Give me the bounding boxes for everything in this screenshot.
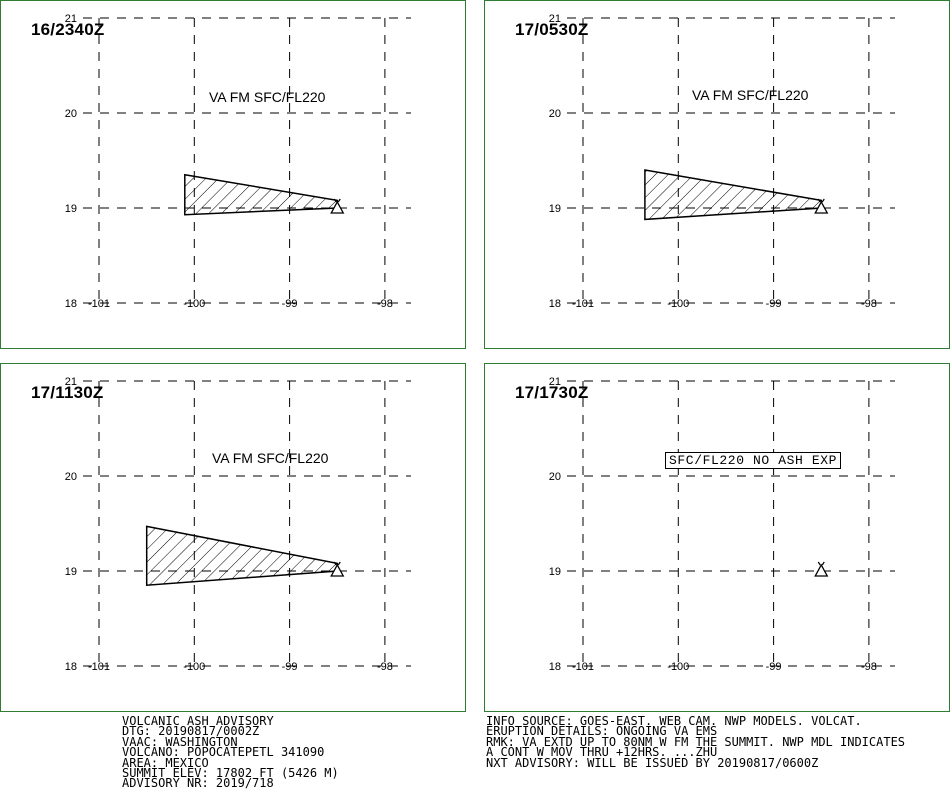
longitude-tick-label: -101 <box>88 298 110 310</box>
longitude-tick-label: -100 <box>183 661 205 673</box>
map-chart: -101 -100 -99 -98 21 20 19 18 <box>549 376 895 673</box>
ash-cloud-polygon <box>644 169 823 221</box>
longitude-tick-label: -99 <box>766 298 782 310</box>
latitude-tick-label: 20 <box>549 471 561 483</box>
advisory-vaac: VAAC: WASHINGTON <box>122 734 238 749</box>
longitude-tick-label: -98 <box>377 298 393 310</box>
advisory-dtg: DTG: 20190817/0002Z <box>122 724 260 739</box>
ash-layer-label: VA FM SFC/FL220 <box>209 89 326 105</box>
forecast-panel-4: -101 -100 -99 -98 21 20 19 18 17/1730Z SFC/FL22… <box>484 363 950 712</box>
ash-cloud-polygon <box>184 173 339 216</box>
map-chart: -101 -100 -99 -98 21 20 19 18 <box>549 13 895 310</box>
volcano-icon <box>814 198 829 214</box>
remarks-continued: A CONT W MOV THRU +12HRS. ...ZHU <box>486 745 718 760</box>
map-chart: -101 -100 -99 -98 21 20 19 18 <box>65 376 411 673</box>
longitude-tick-label: -101 <box>572 298 594 310</box>
forecast-panel-1: -101 -100 -99 -98 21 20 19 18 16/2340Z VA FM SF… <box>0 0 466 349</box>
longitude-tick-label: -100 <box>667 298 689 310</box>
no-ash-label: SFC/FL220 NO ASH EXP <box>665 452 842 469</box>
latitude-tick-label: 20 <box>549 108 561 120</box>
advisory-header: VOLCANIC ASH ADVISORY DTG: 20190817/0002Z… <box>122 714 339 791</box>
volcano-icon <box>330 561 345 577</box>
latitude-tick-label: 20 <box>65 108 77 120</box>
latitude-tick-label: 21 <box>549 13 561 25</box>
latitude-tick-label: 21 <box>65 376 77 388</box>
longitude-tick-label: -98 <box>861 661 877 673</box>
ash-layer-label: VA FM SFC/FL220 <box>692 87 809 103</box>
longitude-tick-label: -99 <box>282 661 298 673</box>
advisory-number: ADVISORY NR: 2019/718 <box>122 776 274 791</box>
forecast-panel-2: -101 -100 -99 -98 21 20 19 18 17/0530Z VA FM SF… <box>484 0 950 349</box>
longitude-tick-label: -98 <box>861 298 877 310</box>
panel-time: 17/1130Z <box>31 383 104 402</box>
advisory-summit-elev: SUMMIT ELEV: 17802 FT (5426 M) <box>122 766 339 781</box>
ash-layer-label: VA FM SFC/FL220 <box>212 450 329 466</box>
volcano-icon <box>814 561 829 577</box>
latitude-tick-label: 20 <box>65 471 77 483</box>
latitude-tick-label: 21 <box>65 13 77 25</box>
longitude-tick-label: -99 <box>282 298 298 310</box>
advisory-volcano: VOLCANO: POPOCATEPETL 341090 <box>122 745 325 760</box>
longitude-tick-label: -99 <box>766 661 782 673</box>
eruption-details: ERUPTION DETAILS: ONGOING VA EMS <box>486 724 718 739</box>
remarks: RMK: VA EXTD UP TO 80NM W FM THE SUMMIT.… <box>486 734 906 749</box>
map-chart: -101 -100 -99 -98 21 20 19 18 <box>65 13 411 310</box>
volcano-icon <box>330 198 345 214</box>
info-source: INFO SOURCE: GOES-EAST. WEB CAM. NWP MOD… <box>486 714 862 728</box>
ash-cloud-polygon <box>145 525 339 587</box>
longitude-tick-label: -101 <box>572 661 594 673</box>
latitude-tick-label: 19 <box>549 566 561 578</box>
longitude-tick-label: -98 <box>377 661 393 673</box>
advisory-area: AREA: MEXICO <box>122 755 209 770</box>
latitude-tick-label: 18 <box>65 298 77 310</box>
longitude-tick-label: -100 <box>667 661 689 673</box>
latitude-tick-label: 18 <box>549 298 561 310</box>
panel-time: 17/0530Z <box>515 20 589 39</box>
advisory-info: INFO SOURCE: GOES-EAST. WEB CAM. NWP MOD… <box>486 714 906 770</box>
longitude-tick-label: -100 <box>183 298 205 310</box>
latitude-tick-label: 18 <box>65 661 77 673</box>
latitude-tick-label: 21 <box>549 376 561 388</box>
panel-time: 17/1730Z <box>515 383 589 402</box>
forecast-panel-3: -101 -100 -99 -98 21 20 19 18 17/1130Z VA FM SF… <box>0 363 466 712</box>
latitude-tick-label: 19 <box>65 203 77 215</box>
latitude-tick-label: 19 <box>549 203 561 215</box>
longitude-tick-label: -101 <box>88 661 110 673</box>
latitude-tick-label: 19 <box>65 566 77 578</box>
panel-time: 16/2340Z <box>31 20 105 39</box>
latitude-tick-label: 18 <box>549 661 561 673</box>
next-advisory: NXT ADVISORY: WILL BE ISSUED BY 20190817… <box>486 755 819 770</box>
advisory-title: VOLCANIC ASH ADVISORY <box>122 714 274 728</box>
